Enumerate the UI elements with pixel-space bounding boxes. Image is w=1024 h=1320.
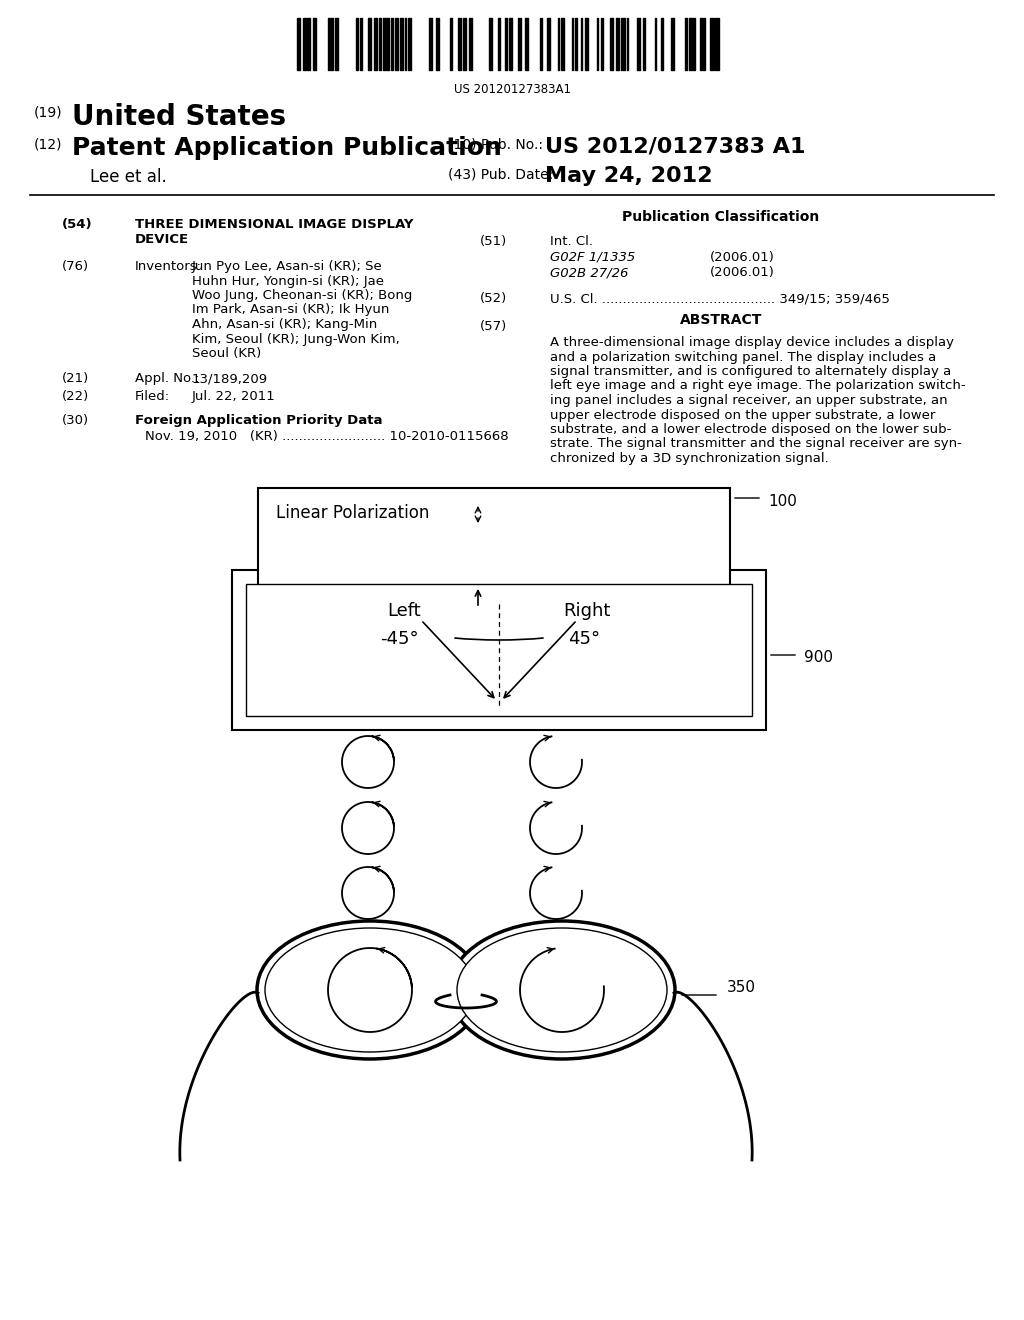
Text: strate. The signal transmitter and the signal receiver are syn-: strate. The signal transmitter and the s…	[550, 437, 962, 450]
Text: Huhn Hur, Yongin-si (KR); Jae: Huhn Hur, Yongin-si (KR); Jae	[193, 275, 384, 288]
Bar	[246, 583, 752, 715]
Text: Jul. 22, 2011: Jul. 22, 2011	[193, 389, 275, 403]
Text: Kim, Seoul (KR); Jung-Won Kim,: Kim, Seoul (KR); Jung-Won Kim,	[193, 333, 399, 346]
Text: THREE DIMENSIONAL IMAGE DISPLAY: THREE DIMENSIONAL IMAGE DISPLAY	[135, 218, 414, 231]
Text: Publication Classification: Publication Classification	[623, 210, 819, 224]
Text: (43) Pub. Date:: (43) Pub. Date:	[449, 168, 553, 182]
Text: Filed:: Filed:	[135, 389, 170, 403]
Text: (10) Pub. No.:: (10) Pub. No.:	[449, 139, 543, 152]
Text: (19): (19)	[34, 106, 62, 119]
Ellipse shape	[449, 921, 675, 1059]
Text: G02B 27/26: G02B 27/26	[550, 267, 629, 279]
Text: 13/189,209: 13/189,209	[193, 372, 268, 385]
Text: ABSTRACT: ABSTRACT	[680, 313, 762, 327]
Text: upper electrode disposed on the upper substrate, a lower: upper electrode disposed on the upper su…	[550, 408, 935, 421]
Text: 350: 350	[727, 979, 756, 995]
Text: ing panel includes a signal receiver, an upper substrate, an: ing panel includes a signal receiver, an…	[550, 393, 947, 407]
Text: (76): (76)	[62, 260, 89, 273]
Text: Nov. 19, 2010   (KR) ......................... 10-2010-0115668: Nov. 19, 2010 (KR) .....................…	[145, 430, 509, 444]
Text: Ahn, Asan-si (KR); Kang-Min: Ahn, Asan-si (KR); Kang-Min	[193, 318, 377, 331]
Text: (57): (57)	[480, 319, 507, 333]
Text: (51): (51)	[480, 235, 507, 248]
Ellipse shape	[257, 921, 483, 1059]
Text: 45°: 45°	[568, 630, 600, 648]
Text: Im Park, Asan-si (KR); Ik Hyun: Im Park, Asan-si (KR); Ik Hyun	[193, 304, 389, 317]
Text: 900: 900	[804, 649, 833, 665]
Ellipse shape	[457, 928, 667, 1052]
Text: left eye image and a right eye image. The polarization switch-: left eye image and a right eye image. Th…	[550, 380, 966, 392]
Text: Inventors:: Inventors:	[135, 260, 202, 273]
Text: (21): (21)	[62, 372, 89, 385]
Text: Jun Pyo Lee, Asan-si (KR); Se: Jun Pyo Lee, Asan-si (KR); Se	[193, 260, 383, 273]
Text: Foreign Application Priority Data: Foreign Application Priority Data	[135, 414, 383, 426]
Text: (52): (52)	[480, 292, 507, 305]
Text: May 24, 2012: May 24, 2012	[545, 166, 713, 186]
Text: Int. Cl.: Int. Cl.	[550, 235, 593, 248]
Text: chronized by a 3D synchronization signal.: chronized by a 3D synchronization signal…	[550, 451, 828, 465]
Text: and a polarization switching panel. The display includes a: and a polarization switching panel. The …	[550, 351, 936, 363]
Text: (2006.01): (2006.01)	[710, 251, 775, 264]
Text: United States: United States	[72, 103, 286, 131]
Text: (54): (54)	[62, 218, 92, 231]
Text: A three-dimensional image display device includes a display: A three-dimensional image display device…	[550, 337, 954, 348]
Text: Patent Application Publication: Patent Application Publication	[72, 136, 502, 160]
Text: U.S. Cl. .......................................... 349/15; 359/465: U.S. Cl. ...............................…	[550, 292, 890, 305]
Text: (22): (22)	[62, 389, 89, 403]
Text: Right: Right	[563, 602, 610, 620]
Text: 100: 100	[768, 494, 797, 510]
Text: Linear Polarization: Linear Polarization	[276, 504, 429, 521]
Text: Lee et al.: Lee et al.	[90, 168, 167, 186]
Text: substrate, and a lower electrode disposed on the lower sub-: substrate, and a lower electrode dispose…	[550, 422, 951, 436]
Text: US 20120127383A1: US 20120127383A1	[454, 83, 570, 96]
Bar	[232, 570, 766, 730]
Text: G02F 1/1335: G02F 1/1335	[550, 251, 635, 264]
Ellipse shape	[265, 928, 475, 1052]
Text: (12): (12)	[34, 139, 62, 152]
Text: (30): (30)	[62, 414, 89, 426]
Text: -45°: -45°	[380, 630, 419, 648]
Text: Appl. No.:: Appl. No.:	[135, 372, 200, 385]
Text: signal transmitter, and is configured to alternately display a: signal transmitter, and is configured to…	[550, 366, 951, 378]
Text: US 2012/0127383 A1: US 2012/0127383 A1	[545, 136, 806, 156]
Text: DEVICE: DEVICE	[135, 234, 189, 246]
Text: (2006.01): (2006.01)	[710, 267, 775, 279]
Text: Woo Jung, Cheonan-si (KR); Bong: Woo Jung, Cheonan-si (KR); Bong	[193, 289, 413, 302]
Text: Left: Left	[387, 602, 421, 620]
Bar	[258, 488, 730, 610]
Text: Seoul (KR): Seoul (KR)	[193, 347, 261, 360]
